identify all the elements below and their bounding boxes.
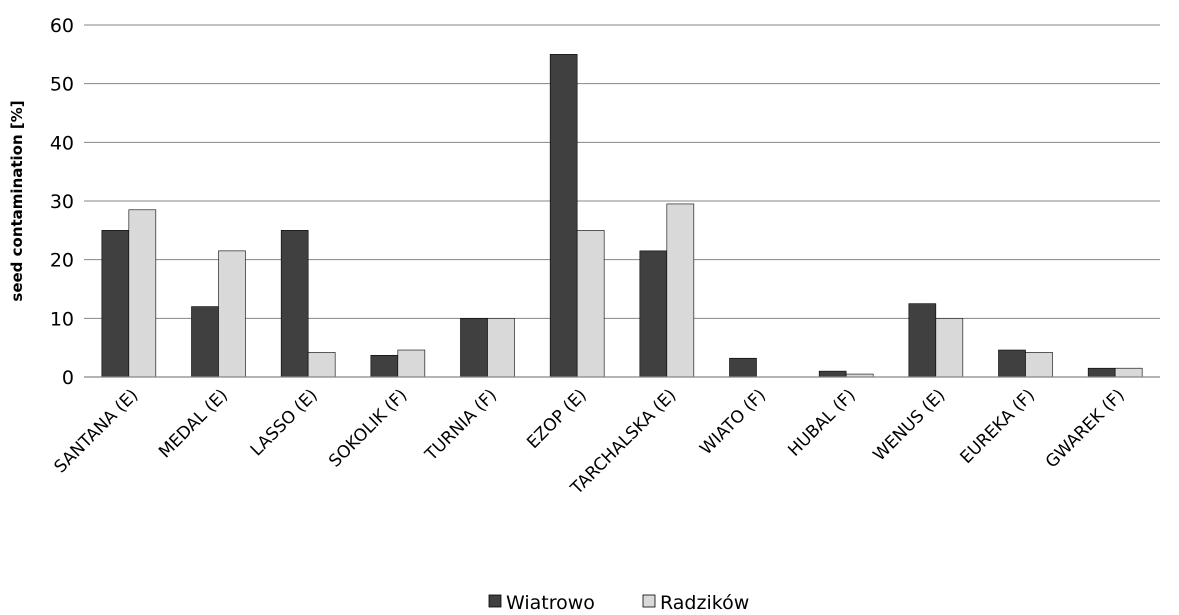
bar-wiatrowo-11 bbox=[998, 349, 1026, 378]
bar-wiatrowo-4 bbox=[370, 354, 399, 378]
legend-label-wiatrowo: Wiatrowo bbox=[506, 592, 595, 614]
y-tick-label-30: 30 bbox=[50, 191, 74, 213]
legend-swatch-wiatrowo bbox=[488, 594, 502, 608]
bar-radzików-12 bbox=[1114, 367, 1143, 378]
x-axis-labels: SANTANA (E) MEDAL (E) LASSO (E) SOKOLIK (F)… bbox=[51, 385, 1129, 499]
bar-wiatrowo-2 bbox=[191, 306, 219, 378]
y-tick-label-40: 40 bbox=[50, 132, 74, 154]
bar-wiatrowo-8 bbox=[729, 357, 757, 378]
bar-wiatrowo-1 bbox=[101, 230, 130, 378]
bars bbox=[101, 54, 1143, 378]
bar-radzików-7 bbox=[666, 203, 695, 378]
y-tick-label-50: 50 bbox=[50, 74, 74, 96]
bar-radzików-5 bbox=[487, 318, 515, 378]
y-tick-label-60: 60 bbox=[50, 15, 74, 37]
bar-wiatrowo-7 bbox=[639, 250, 668, 378]
bar-radzików-11 bbox=[1025, 352, 1053, 378]
x-tick-label-11: EUREKA (F) bbox=[957, 385, 1039, 467]
x-tick-label-8: WIATO (F) bbox=[696, 385, 770, 459]
x-tick-label-10: WENUS (E) bbox=[870, 385, 950, 465]
legend: Wiatrowo Radzików bbox=[488, 592, 749, 614]
bar-wiatrowo-9 bbox=[818, 370, 847, 378]
gridlines bbox=[84, 24, 1160, 319]
x-tick-label-2: MEDAL (E) bbox=[155, 385, 232, 462]
bar-radzików-1 bbox=[128, 209, 157, 378]
x-tick-label-6: EZOP (E) bbox=[523, 385, 590, 452]
x-tick-label-9: HUBAL (F) bbox=[784, 385, 859, 460]
x-tick-label-5: TURNIA (F) bbox=[421, 385, 501, 465]
y-axis-ticks: 0 10 20 30 40 50 60 bbox=[50, 15, 74, 389]
bar-radzików-3 bbox=[307, 352, 336, 378]
bar-radzików-2 bbox=[218, 250, 246, 378]
x-tick-label-3: LASSO (E) bbox=[247, 385, 322, 460]
legend-label-radzików: Radzików bbox=[660, 592, 749, 614]
legend-swatch-radzików bbox=[642, 594, 656, 608]
x-tick-label-1: SANTANA (E) bbox=[51, 385, 143, 477]
bar-radzików-4 bbox=[397, 349, 426, 378]
bar-wiatrowo-5 bbox=[460, 318, 488, 378]
bar-wiatrowo-6 bbox=[549, 54, 578, 378]
y-tick-label-0: 0 bbox=[62, 367, 74, 389]
bar-wiatrowo-12 bbox=[1087, 367, 1116, 378]
bar-radzików-6 bbox=[576, 230, 605, 378]
y-tick-label-20: 20 bbox=[50, 250, 74, 272]
x-tick-label-4: SOKOLIK (F) bbox=[325, 385, 411, 471]
bar-radzików-10 bbox=[935, 318, 964, 378]
x-tick-label-12: GWAREK (F) bbox=[1042, 385, 1129, 472]
y-axis-title: seed contamination [%] bbox=[8, 100, 26, 301]
bar-wiatrowo-10 bbox=[908, 303, 937, 378]
bar-wiatrowo-3 bbox=[280, 230, 309, 378]
y-tick-label-10: 10 bbox=[50, 308, 74, 330]
